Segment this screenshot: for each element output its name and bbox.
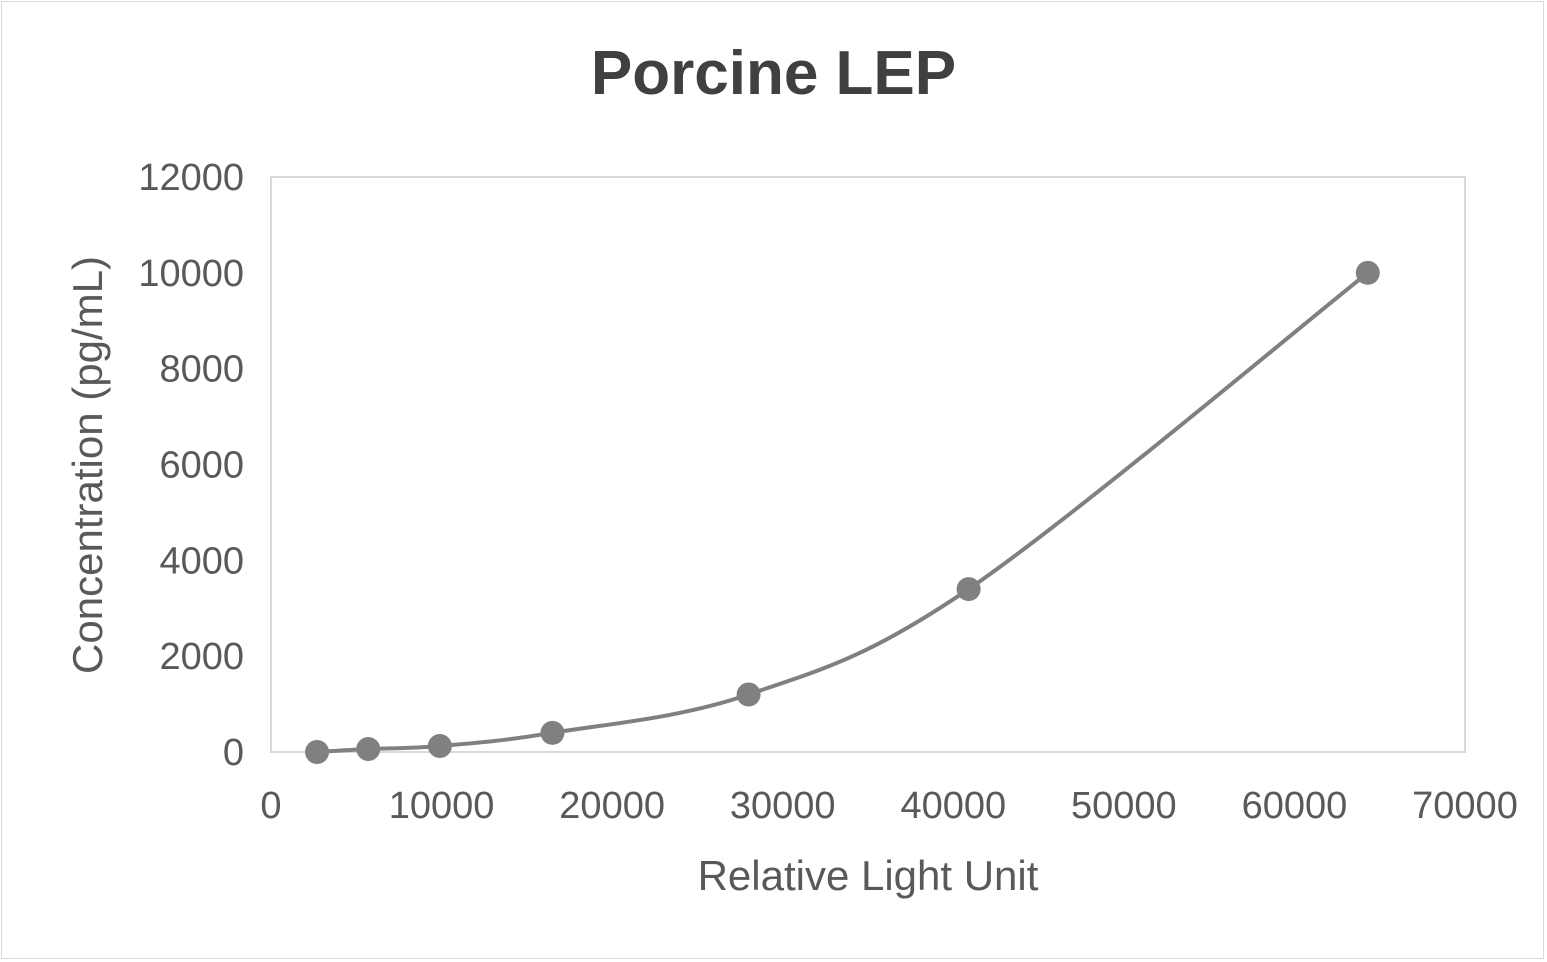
data-point (305, 740, 330, 764)
x-tick-label: 0 (260, 785, 281, 827)
x-tick-label: 40000 (900, 785, 1006, 827)
y-tick-label: 12000 (138, 157, 244, 199)
data-point (1355, 260, 1380, 285)
y-axis-label: Concentration (pg/mL) (64, 256, 111, 674)
series-points (305, 260, 1380, 764)
data-point (427, 734, 452, 759)
series-curve (316, 271, 1370, 754)
x-tick-label: 50000 (1071, 785, 1177, 827)
y-tick-label: 0 (223, 732, 244, 774)
x-tick-label: 20000 (559, 785, 665, 827)
y-axis-ticks: 0 2000 4000 6000 8000 10000 12000 (138, 157, 244, 774)
y-tick-label: 10000 (138, 253, 244, 295)
x-tick-label: 10000 (389, 785, 495, 827)
x-axis-ticks: 0 10000 20000 30000 40000 50000 60000 70000 (260, 785, 1517, 827)
y-tick-label: 4000 (159, 540, 244, 582)
x-axis-label: Relative Light Unit (698, 852, 1039, 899)
y-tick-label: 8000 (159, 349, 244, 391)
x-tick-label: 30000 (730, 785, 836, 827)
x-tick-label: 70000 (1412, 785, 1518, 827)
y-tick-label: 2000 (159, 636, 244, 678)
plot-area (270, 176, 1466, 753)
data-point (540, 720, 565, 745)
data-point (736, 682, 761, 707)
data-point (356, 737, 381, 762)
data-point (956, 577, 981, 602)
y-tick-label: 6000 (159, 445, 244, 487)
chart-title: Porcine LEP (590, 39, 957, 108)
x-tick-label: 60000 (1242, 785, 1348, 827)
